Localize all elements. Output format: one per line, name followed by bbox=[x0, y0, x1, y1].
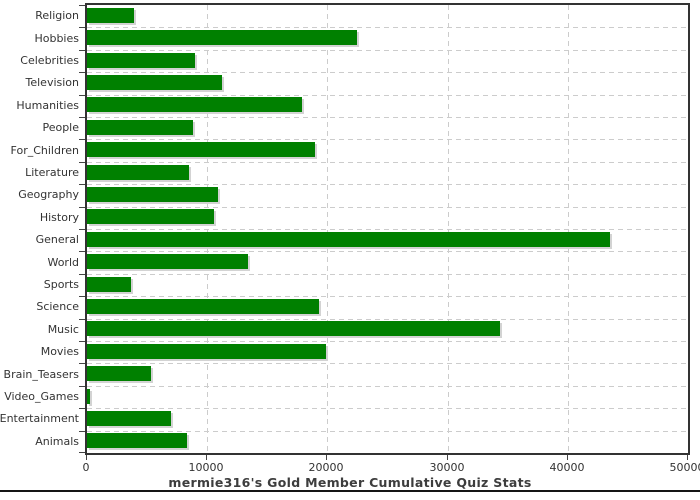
category-axis-tick bbox=[79, 341, 85, 342]
bar-for_children bbox=[87, 142, 315, 158]
value-axis-label-20000: 20000 bbox=[308, 461, 344, 474]
horizontal-gridline bbox=[87, 229, 688, 230]
value-axis-tick bbox=[447, 455, 448, 460]
category-axis-tick bbox=[79, 139, 85, 140]
value-axis-tick bbox=[687, 455, 688, 460]
category-label-for_children: For_Children bbox=[10, 143, 79, 157]
horizontal-gridline bbox=[87, 207, 688, 208]
bar-television bbox=[87, 74, 222, 90]
bar-literature bbox=[87, 164, 189, 180]
category-axis-tick bbox=[79, 229, 85, 230]
category-label-world: World bbox=[47, 255, 79, 269]
category-axis-tick bbox=[79, 207, 85, 208]
horizontal-gridline bbox=[87, 319, 688, 320]
category-label-celebrities: Celebrities bbox=[20, 54, 79, 67]
category-label-movies: Movies bbox=[40, 345, 79, 359]
category-label-religion: Religion bbox=[35, 9, 79, 23]
category-axis-tick bbox=[79, 386, 85, 387]
bar-humanities bbox=[87, 97, 302, 113]
category-axis-tick bbox=[79, 274, 85, 275]
bar-movies bbox=[87, 343, 326, 359]
bar-brain_teasers bbox=[87, 366, 151, 382]
category-label-music: Music bbox=[47, 322, 79, 336]
bar-religion bbox=[87, 7, 134, 23]
plot-area bbox=[85, 3, 690, 455]
horizontal-gridline bbox=[87, 184, 688, 185]
category-label-humanities: Humanities bbox=[16, 98, 79, 112]
value-axis-label-40000: 40000 bbox=[549, 461, 585, 474]
horizontal-gridline bbox=[87, 72, 688, 73]
category-axis-tick bbox=[79, 363, 85, 364]
category-axis-tick bbox=[79, 251, 85, 252]
value-axis-label-30000: 30000 bbox=[429, 461, 465, 474]
category-axis-tick bbox=[79, 117, 85, 118]
value-axis-label-10000: 10000 bbox=[188, 461, 224, 474]
value-axis-tick bbox=[206, 455, 207, 460]
bar-sports bbox=[87, 276, 131, 292]
category-label-history: History bbox=[39, 210, 79, 224]
value-axis-tick bbox=[86, 455, 87, 460]
value-axis-tick bbox=[326, 455, 327, 460]
chart-title: mermie316's Gold Member Cumulative Quiz … bbox=[168, 475, 532, 490]
bar-science bbox=[87, 298, 319, 314]
bar-general bbox=[87, 231, 610, 247]
category-label-sports: Sports bbox=[43, 278, 79, 291]
bar-geography bbox=[87, 186, 218, 202]
horizontal-gridline bbox=[87, 139, 688, 140]
category-axis-tick bbox=[79, 95, 85, 96]
category-label-people: People bbox=[42, 121, 79, 135]
bar-history bbox=[87, 209, 214, 225]
horizontal-gridline bbox=[87, 50, 688, 51]
category-axis-tick bbox=[79, 27, 85, 28]
horizontal-gridline bbox=[87, 274, 688, 275]
bar-world bbox=[87, 254, 248, 270]
category-label-literature: Literature bbox=[25, 166, 79, 179]
category-label-geography: Geography bbox=[18, 188, 79, 202]
horizontal-gridline bbox=[87, 27, 688, 28]
category-label-general: General bbox=[35, 233, 79, 247]
horizontal-gridline bbox=[87, 431, 688, 432]
category-label-science: Science bbox=[36, 300, 79, 314]
category-axis-tick bbox=[79, 72, 85, 73]
category-axis-tick bbox=[79, 184, 85, 185]
category-label-video_games: Video_Games bbox=[4, 390, 79, 403]
horizontal-gridline bbox=[87, 386, 688, 387]
category-label-brain_teasers: Brain_Teasers bbox=[3, 367, 79, 381]
category-axis-tick bbox=[79, 50, 85, 51]
value-axis-label-0: 0 bbox=[82, 461, 90, 474]
value-axis-label-50000: 50000 bbox=[669, 461, 700, 474]
category-axis-tick bbox=[79, 452, 85, 453]
horizontal-gridline bbox=[87, 162, 688, 163]
bottom-divider-line bbox=[0, 490, 700, 492]
horizontal-gridline bbox=[87, 95, 688, 96]
category-axis-tick bbox=[79, 5, 85, 6]
category-label-hobbies: Hobbies bbox=[34, 31, 79, 45]
category-axis-tick bbox=[79, 431, 85, 432]
horizontal-gridline bbox=[87, 296, 688, 297]
bar-video_games bbox=[87, 388, 90, 404]
horizontal-gridline bbox=[87, 363, 688, 364]
value-axis-tick bbox=[567, 455, 568, 460]
horizontal-gridline bbox=[87, 251, 688, 252]
category-label-entertainment: Entertainment bbox=[0, 412, 79, 426]
horizontal-gridline bbox=[87, 408, 688, 409]
bar-celebrities bbox=[87, 52, 195, 68]
bar-entertainment bbox=[87, 410, 171, 426]
category-axis-tick bbox=[79, 296, 85, 297]
bar-hobbies bbox=[87, 30, 357, 46]
bar-music bbox=[87, 321, 500, 337]
horizontal-gridline bbox=[87, 341, 688, 342]
horizontal-gridline bbox=[87, 117, 688, 118]
category-axis-tick bbox=[79, 319, 85, 320]
category-axis-tick bbox=[79, 408, 85, 409]
bar-people bbox=[87, 119, 193, 135]
category-axis-tick bbox=[79, 162, 85, 163]
category-label-television: Television bbox=[25, 76, 80, 90]
bar-animals bbox=[87, 433, 187, 449]
category-label-animals: Animals bbox=[35, 434, 79, 448]
